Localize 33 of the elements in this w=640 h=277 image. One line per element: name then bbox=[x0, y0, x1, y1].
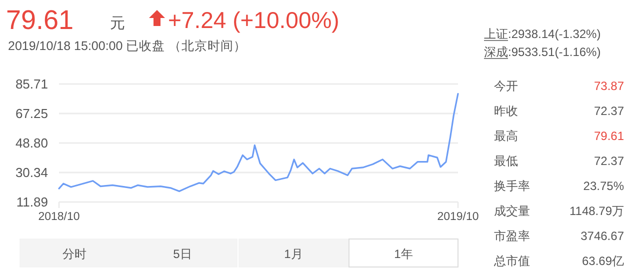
text: 72.37 bbox=[594, 154, 624, 168]
text: 总市值 bbox=[493, 254, 530, 268]
text: 5日 bbox=[173, 247, 192, 261]
y-tick-label: 67.25 bbox=[15, 106, 48, 122]
subtitle: 2019/10/18 15:00:00 已收盘 （北京时间） bbox=[8, 39, 247, 53]
text: 上证:2938.14(-1.32%) bbox=[484, 27, 601, 41]
text: 成交量 bbox=[494, 204, 530, 218]
text: 最高 bbox=[494, 129, 518, 143]
x-tick-label: 2019/10 bbox=[437, 211, 479, 223]
text: 23.75% bbox=[583, 179, 624, 193]
text: 元 bbox=[110, 15, 125, 32]
text: 最低 bbox=[494, 154, 518, 168]
text: 1月 bbox=[284, 247, 303, 261]
text: 昨收 bbox=[494, 104, 518, 118]
text: 深成:9533.51(-1.16%) bbox=[484, 45, 601, 59]
y-tick-label: 48.80 bbox=[15, 136, 48, 150]
title: 79.61 bbox=[6, 5, 74, 35]
text: 今开 bbox=[494, 79, 518, 93]
text: 73.87 bbox=[594, 79, 624, 93]
text: 市盈率 bbox=[494, 229, 530, 243]
text: 72.37 bbox=[594, 104, 624, 118]
text: 3746.67 bbox=[580, 229, 624, 243]
text: 1148.79万 bbox=[570, 204, 624, 218]
y-tick-label: 30.34 bbox=[15, 165, 48, 180]
text: 换手率 bbox=[494, 179, 530, 193]
text: 63.69亿 bbox=[582, 254, 624, 268]
text: 分时 bbox=[62, 247, 86, 261]
y-tick-label: 85.71 bbox=[15, 76, 48, 92]
x-tick-label: 2018/10 bbox=[38, 211, 80, 223]
y-tick-label: 11.89 bbox=[16, 194, 48, 210]
text: +7.24 (+10.00%) bbox=[168, 7, 340, 33]
text: 79.61 bbox=[594, 129, 624, 143]
text: 1年 bbox=[394, 247, 413, 261]
